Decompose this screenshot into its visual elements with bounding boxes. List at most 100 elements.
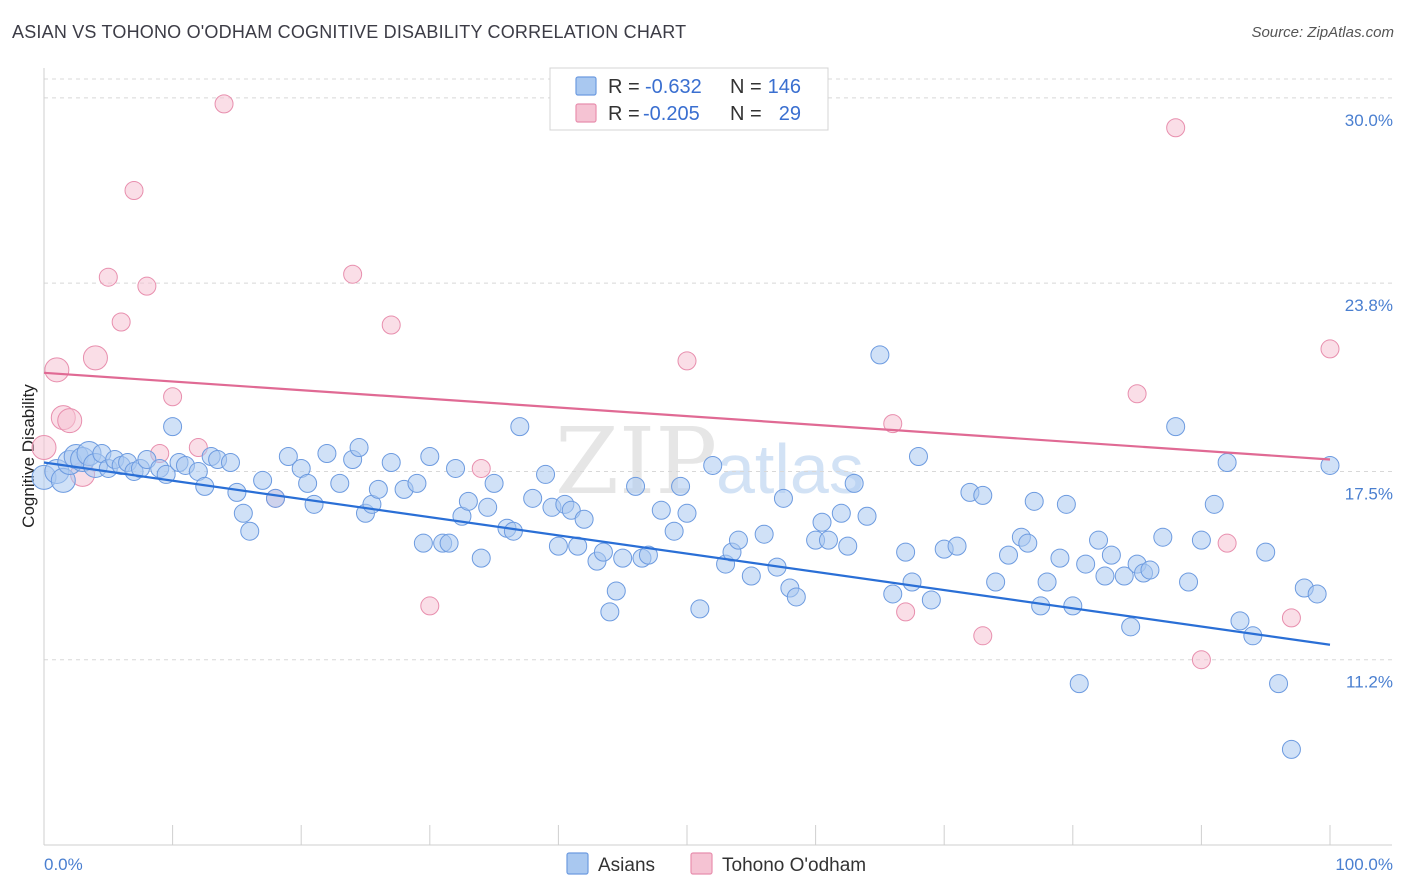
asians-point (1069, 674, 1089, 694)
series-legend: Asians Tohono O'odham (566, 852, 866, 876)
tohono-point (1127, 384, 1147, 404)
asians-point (1114, 566, 1134, 586)
trend-line-asians (43, 461, 1331, 646)
tohono-point (1320, 339, 1340, 359)
legend-tohono-swatch[interactable] (690, 852, 713, 875)
series-asians-points (31, 345, 1340, 759)
tohono-point (163, 387, 183, 407)
tohono-swatch (575, 103, 597, 123)
asians-point (1076, 554, 1096, 574)
asians-point (664, 521, 684, 541)
tohono-point (98, 267, 118, 287)
asians-point (471, 548, 491, 568)
asians-point (741, 566, 761, 586)
asians-point (671, 476, 691, 496)
asians-point (446, 458, 466, 478)
asians-point (240, 521, 260, 541)
asians-point (947, 536, 967, 556)
trend-line-tohono (43, 371, 1331, 461)
x-axis-ticks (43, 825, 1331, 845)
asians-point (1095, 566, 1115, 586)
asians-point (606, 581, 626, 601)
asians-point (1256, 542, 1276, 562)
asians-point (1320, 455, 1340, 475)
asians-swatch (575, 76, 597, 96)
tohono-point (973, 626, 993, 646)
asians-n-label: N = (730, 76, 762, 98)
asians-point (1153, 527, 1173, 547)
tohono-point (137, 276, 157, 296)
asians-point (626, 476, 646, 496)
asians-r-value: -0.632 (645, 76, 702, 98)
tohono-point (44, 357, 70, 383)
asians-point (381, 452, 401, 472)
tohono-point (82, 345, 108, 371)
asians-point (484, 473, 504, 493)
tohono-point (1217, 533, 1237, 553)
asians-point (523, 488, 543, 508)
asians-point (330, 473, 350, 493)
asians-point (1031, 596, 1051, 616)
watermark: ZIP atlas (555, 408, 864, 515)
asians-point (703, 455, 723, 475)
y-tick-label: 30.0% (1345, 111, 1393, 130)
tohono-point (471, 458, 491, 478)
asians-point (896, 542, 916, 562)
series-tohono-points (31, 94, 1340, 670)
asians-point (1230, 611, 1250, 631)
asians-point (986, 572, 1006, 592)
asians-point (407, 473, 427, 493)
tohono-n-label: N = (730, 103, 762, 125)
asians-point (728, 530, 748, 550)
legend-asians-label[interactable]: Asians (598, 855, 655, 876)
asians-point (510, 417, 530, 437)
asians-point (1101, 545, 1121, 565)
asians-point (278, 447, 298, 466)
asians-point (420, 447, 440, 466)
legend-asians-swatch[interactable] (566, 852, 589, 875)
asians-point (220, 452, 240, 472)
asians-point (1063, 596, 1083, 616)
asians-point (857, 506, 877, 526)
asians-point (786, 587, 806, 607)
asians-point (1179, 572, 1199, 592)
tohono-point (1166, 118, 1186, 138)
tohono-point (111, 312, 131, 332)
asians-point (1056, 494, 1076, 514)
asians-point (265, 488, 285, 508)
asians-point (908, 447, 928, 466)
asians-point (677, 503, 697, 523)
source-label: Source: ZipAtlas.com (1251, 24, 1394, 41)
tohono-point (883, 414, 903, 434)
asians-point (1269, 674, 1289, 694)
asians-point (478, 497, 498, 517)
asians-point (536, 464, 556, 484)
asians-point (163, 417, 183, 437)
tohono-point (343, 264, 363, 284)
asians-point (1089, 530, 1109, 550)
asians-point (902, 572, 922, 592)
watermark-zip: ZIP (555, 408, 717, 515)
asians-point (233, 503, 253, 523)
asians-point (773, 488, 793, 508)
asians-point (600, 602, 620, 622)
asians-point (812, 512, 832, 532)
x-tick-label-max: 100.0% (1335, 855, 1393, 874)
asians-point (1024, 491, 1044, 511)
asians-point (1140, 560, 1160, 580)
asians-point (1121, 617, 1141, 637)
asians-point (870, 345, 890, 365)
legend-tohono-label[interactable]: Tohono O'odham (722, 855, 866, 876)
asians-point (690, 599, 710, 619)
y-tick-label: 11.2% (1346, 673, 1393, 692)
asians-point (844, 473, 864, 493)
tohono-point (1281, 608, 1301, 628)
asians-point (921, 590, 941, 610)
tohono-point (31, 435, 57, 461)
asians-point (883, 584, 903, 604)
tohono-point (57, 408, 83, 434)
asians-point (1204, 494, 1224, 514)
asians-point (638, 545, 658, 565)
asians-point (651, 500, 671, 520)
y-axis-title: Cognitive Disability (19, 384, 38, 528)
